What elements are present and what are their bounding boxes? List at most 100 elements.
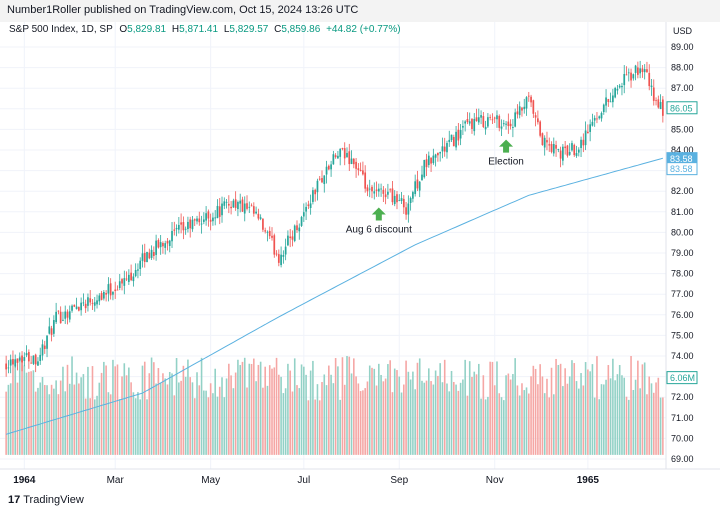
y-tick-label: 71.00: [671, 413, 694, 423]
volume-bar: [232, 388, 235, 455]
volume-bar: [148, 373, 151, 455]
candle-body: [566, 145, 569, 156]
candle-body: [450, 134, 453, 141]
candle-body: [455, 131, 457, 148]
volume-bar: [118, 399, 121, 455]
candle-body: [55, 311, 57, 323]
candle-body: [523, 106, 526, 110]
candle-body: [182, 222, 185, 231]
volume-tag: 6.06M: [666, 371, 698, 385]
volume-bar: [191, 382, 194, 455]
volume-bar: [652, 392, 655, 455]
candle-body: [227, 203, 230, 206]
candle-body: [39, 354, 42, 361]
volume-bar: [557, 364, 560, 455]
candle-body: [64, 311, 67, 319]
time-axis[interactable]: 1964 Mar May Jul Sep Nov 1965: [0, 468, 720, 486]
candle-body: [89, 298, 92, 303]
volume-bar: [78, 383, 80, 455]
candle-body: [530, 96, 532, 103]
volume-bar: [662, 397, 664, 455]
volume-bar: [493, 385, 496, 455]
candle-body: [348, 151, 351, 165]
volume-bar: [16, 382, 19, 455]
volume-bar: [364, 388, 366, 455]
price-tag: 83.58: [666, 162, 698, 176]
volume-bar: [623, 377, 626, 455]
candle-body: [191, 219, 194, 230]
volume-bar: [353, 358, 355, 455]
candle-body: [57, 310, 60, 312]
volume-bar: [212, 393, 214, 455]
price-chart[interactable]: Aug 6 discount Election USD 69.00 70.00 71.0…: [0, 22, 720, 490]
volume-bar: [82, 374, 85, 455]
candle-body: [234, 199, 237, 208]
volume-bar: [278, 374, 280, 455]
candle-body: [589, 124, 592, 132]
candle-body: [377, 188, 380, 192]
volume-bar: [23, 365, 26, 455]
candle-body: [448, 139, 451, 142]
volume-bar: [105, 365, 107, 455]
candle-body: [421, 174, 423, 181]
volume-bar: [573, 363, 576, 455]
candle-body: [168, 240, 171, 246]
volume-bar: [518, 395, 521, 455]
volume-bar: [430, 381, 432, 455]
moving-average-path: [5, 157, 664, 435]
candle-body: [532, 100, 535, 114]
candle-body: [646, 69, 648, 73]
volume-bar: [605, 379, 607, 455]
candle-body: [434, 154, 437, 158]
volume-bar: [268, 365, 271, 455]
candle-body: [459, 130, 462, 139]
volume-bar: [441, 382, 444, 455]
volume-bar: [384, 378, 387, 455]
x-tick-label: Sep: [390, 475, 408, 486]
volume-bar: [64, 391, 67, 455]
candle-body: [152, 251, 155, 256]
volume-bar: [396, 370, 398, 455]
volume-bar: [159, 382, 162, 455]
volume-bar: [153, 362, 155, 455]
candle-body: [598, 116, 601, 119]
volume-bar: [457, 390, 460, 455]
volume-bar: [473, 371, 476, 455]
volume-bar: [371, 367, 373, 455]
volume-bar: [164, 378, 167, 455]
y-tick-label: 82.00: [671, 186, 694, 196]
volume-bar: [12, 360, 14, 455]
candle-body: [205, 213, 207, 221]
volume-bar: [34, 391, 37, 455]
candle-body: [259, 217, 262, 219]
volume-bar: [96, 395, 98, 455]
candle-body: [641, 68, 644, 73]
volume-bar: [157, 368, 160, 455]
candle-body: [432, 155, 435, 164]
price-axis[interactable]: USD69.0070.0071.0072.0073.0074.0075.0076…: [665, 22, 698, 469]
volume-bar: [580, 373, 582, 455]
candle-body: [389, 189, 392, 191]
volume-bar: [255, 381, 257, 455]
candle-body: [405, 207, 407, 215]
tradingview-logo[interactable]: 17 TradingView: [8, 494, 84, 506]
close-label: C: [274, 24, 282, 35]
volume-bar: [221, 377, 223, 455]
candle-body: [212, 217, 214, 222]
candle-body: [382, 189, 385, 194]
candle-body: [300, 217, 303, 226]
volume-bar: [632, 390, 635, 455]
volume-bar: [334, 358, 337, 455]
y-tick-label: 89.00: [671, 42, 694, 52]
volume-bar: [527, 393, 530, 455]
candle-body: [100, 293, 103, 300]
volume-bar: [443, 359, 446, 455]
candle-body: [364, 172, 367, 189]
volume-bar: [489, 361, 491, 455]
volume-bar: [125, 375, 128, 455]
candle-body: [452, 136, 455, 147]
candle-body: [25, 353, 28, 356]
volume-bar: [428, 368, 430, 455]
candle-body: [209, 219, 212, 222]
candle-body: [391, 188, 394, 203]
